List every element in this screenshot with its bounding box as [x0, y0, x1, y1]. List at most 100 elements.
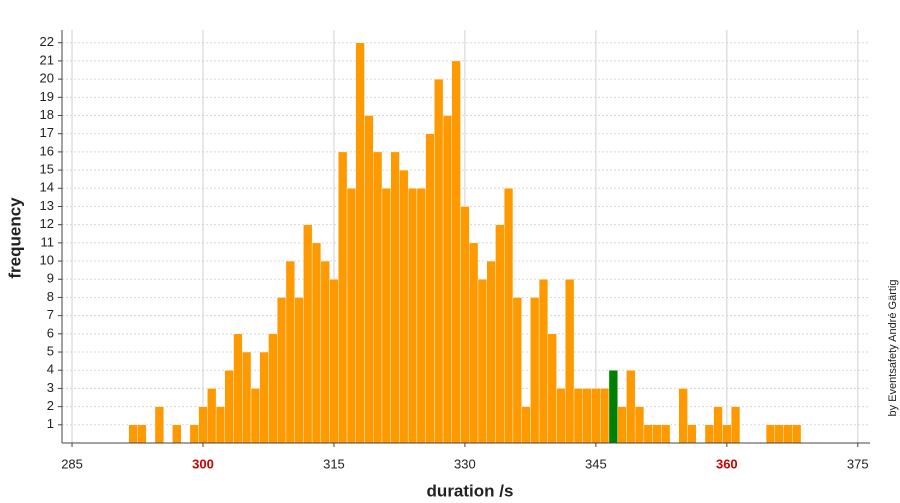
- bar: [329, 279, 339, 444]
- bar: [617, 406, 627, 444]
- y-tick-label: 12: [40, 216, 54, 231]
- bar: [486, 260, 496, 444]
- bar: [434, 78, 444, 444]
- bar: [582, 388, 592, 444]
- y-tick-label: 6: [47, 325, 54, 340]
- bar: [643, 424, 653, 444]
- bar: [730, 406, 741, 444]
- bar: [451, 60, 461, 444]
- bar: [765, 424, 776, 444]
- bar: [460, 206, 470, 444]
- bar: [608, 370, 618, 444]
- y-tick-label: 11: [41, 234, 55, 249]
- x-tick-label: 315: [323, 456, 345, 471]
- bar: [713, 406, 723, 444]
- bar: [573, 388, 583, 444]
- bar: [530, 297, 540, 444]
- bar: [469, 242, 479, 444]
- bar: [661, 424, 671, 444]
- y-axis-label: frequency: [5, 197, 24, 279]
- bar: [652, 424, 662, 444]
- bar: [259, 351, 269, 444]
- y-tick-label: 8: [47, 289, 54, 304]
- bar: [198, 406, 208, 444]
- bar: [591, 388, 601, 444]
- y-tick-label: 1: [47, 416, 54, 431]
- y-tick-label: 16: [40, 143, 54, 158]
- y-tick-label: 3: [47, 380, 54, 395]
- bar: [722, 424, 732, 444]
- y-tick-label: 20: [40, 71, 54, 86]
- bar: [407, 188, 418, 444]
- bar: [547, 333, 557, 444]
- bar: [792, 424, 802, 444]
- y-tick-label: 18: [40, 107, 54, 122]
- bar: [233, 333, 243, 444]
- bar: [626, 370, 636, 444]
- bar: [346, 188, 356, 444]
- bar: [277, 297, 287, 444]
- bar: [224, 370, 234, 444]
- x-tick-label: 300: [192, 456, 214, 471]
- x-axis-label: duration /s: [427, 481, 514, 500]
- bar: [355, 42, 365, 444]
- y-tick-label: 2: [47, 398, 54, 413]
- bar: [565, 279, 575, 444]
- x-tick-label: 330: [454, 456, 476, 471]
- y-tick-label: 22: [40, 34, 54, 49]
- bar: [687, 424, 697, 444]
- bar: [477, 279, 487, 444]
- bar: [556, 388, 566, 444]
- bar: [320, 260, 330, 444]
- y-tick-label: 15: [40, 162, 54, 177]
- bar: [364, 115, 374, 444]
- bar: [285, 260, 295, 444]
- y-tick-label: 7: [47, 307, 54, 322]
- bar: [311, 242, 322, 444]
- credit: by Eventsafety André Gärtig: [887, 280, 899, 417]
- y-tick-label: 10: [40, 252, 54, 267]
- bar: [268, 333, 278, 444]
- bar: [495, 224, 505, 444]
- bar: [242, 351, 252, 444]
- bar: [390, 151, 400, 444]
- bar: [381, 188, 391, 444]
- bar: [189, 424, 199, 444]
- bar: [215, 406, 226, 444]
- bar: [128, 424, 138, 444]
- bar: [783, 424, 793, 444]
- bar: [521, 406, 531, 444]
- y-tick-label: 5: [47, 343, 54, 358]
- bar: [373, 151, 383, 444]
- bar: [442, 115, 453, 444]
- bar: [512, 297, 522, 444]
- y-tick-label: 21: [40, 52, 54, 67]
- bar: [600, 388, 610, 444]
- bar: [250, 388, 260, 444]
- bar: [503, 188, 514, 444]
- bar: [704, 424, 714, 444]
- bar: [399, 169, 409, 444]
- bar: [207, 388, 217, 444]
- x-tick-label: 285: [61, 456, 83, 471]
- bar: [154, 406, 164, 444]
- bar: [425, 133, 435, 444]
- y-tick-label: 4: [47, 362, 54, 377]
- bar: [678, 388, 688, 444]
- bar: [172, 424, 182, 444]
- bar: [416, 188, 426, 444]
- bar: [338, 151, 348, 444]
- y-tick-label: 17: [40, 125, 54, 140]
- bar: [294, 297, 304, 444]
- bar: [634, 406, 645, 444]
- y-tick-label: 9: [47, 271, 54, 286]
- bar: [137, 424, 147, 444]
- x-tick-label: 345: [585, 456, 607, 471]
- y-tick-label: 14: [40, 180, 54, 195]
- x-tick-label: 375: [847, 456, 869, 471]
- bar: [774, 424, 784, 444]
- x-tick-label: 360: [716, 456, 738, 471]
- bar: [538, 279, 549, 444]
- y-tick-label: 13: [40, 198, 54, 213]
